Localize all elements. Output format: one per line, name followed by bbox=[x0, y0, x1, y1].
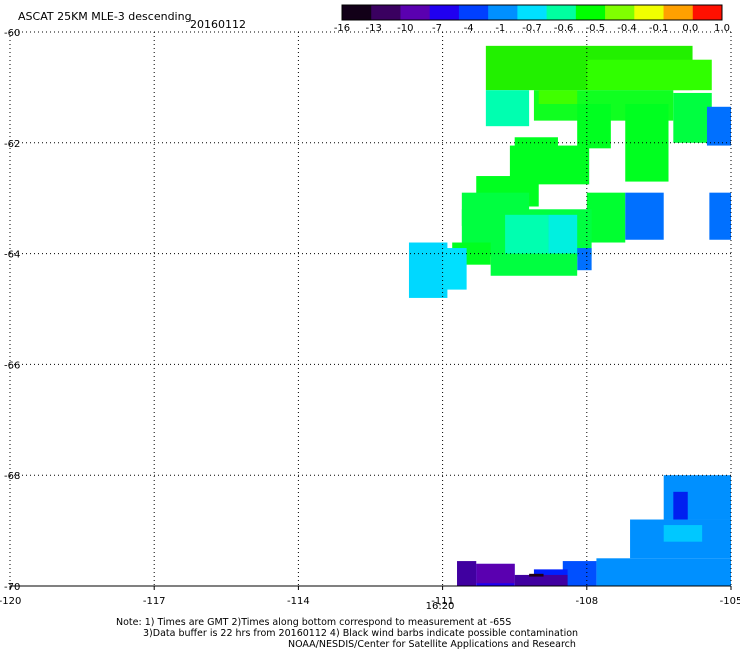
colorbar-segment-11 bbox=[663, 5, 694, 20]
x-tick-label-2: -114 bbox=[287, 596, 310, 607]
data-cell-28 bbox=[663, 525, 703, 542]
colorbar-segment-0 bbox=[342, 5, 372, 20]
y-tick-label-0: -60 bbox=[4, 28, 20, 39]
data-cell-27 bbox=[596, 558, 731, 586]
data-cell-7 bbox=[673, 92, 712, 143]
colorbar-label-3: -7 bbox=[432, 23, 442, 34]
time-label: 16:20 bbox=[426, 601, 455, 612]
data-cell-13 bbox=[586, 192, 626, 243]
grid-lines bbox=[9, 31, 732, 587]
colorbar-label-5: -1 bbox=[495, 23, 505, 34]
y-tick-label-4: -68 bbox=[4, 471, 20, 482]
chart-date: 20160112 bbox=[190, 18, 246, 31]
footer-note-2: 3)Data buffer is 22 hrs from 20160112 4)… bbox=[143, 628, 578, 639]
colorbar-label-10: -0.1 bbox=[649, 23, 669, 34]
colorbar-label-9: -0.4 bbox=[617, 23, 637, 34]
colorbar-segment-10 bbox=[634, 5, 665, 20]
colorbar-label-11: 0.0 bbox=[682, 23, 698, 34]
colorbar-segment-12 bbox=[692, 5, 723, 20]
x-tick-label-5: -105 bbox=[720, 596, 740, 607]
colorbar-segment-7 bbox=[546, 5, 577, 20]
x-tick-label-3: -111 bbox=[431, 596, 454, 607]
data-cell-31 bbox=[457, 561, 477, 586]
y-tick-label-1: -62 bbox=[4, 139, 20, 150]
x-tick-label-4: -108 bbox=[575, 596, 598, 607]
x-tick-label-0: -120 bbox=[0, 596, 21, 607]
data-cell-8 bbox=[706, 106, 731, 146]
y-tick-label-3: -66 bbox=[4, 360, 20, 371]
colorbar-segment-5 bbox=[488, 5, 518, 20]
data-cell-34 bbox=[514, 574, 568, 586]
data-cell-22 bbox=[408, 242, 448, 298]
chart-title: ASCAT 25KM MLE-3 descending bbox=[18, 10, 192, 23]
colorbar-label-1: -13 bbox=[365, 23, 381, 34]
footer-note-1: Note: 1) Times are GMT 2)Times along bot… bbox=[116, 617, 511, 628]
y-tick-label-2: -64 bbox=[4, 250, 20, 261]
plot-area: -120 -117 -114 -111 -108 -105 -60 -62 -64 -66 -68 -… bbox=[0, 28, 740, 607]
colorbar-label-8: -0.5 bbox=[586, 23, 606, 34]
colorbar-label-12: 1.0 bbox=[714, 23, 730, 34]
footer-note-3: NOAA/NESDIS/Center for Satellite Applica… bbox=[288, 639, 576, 650]
colorbar: -16 -13 -10 -7 -4 -1 -0.7 -0.6 -0.5 -0.4 -0.1 0.0 1.… bbox=[334, 4, 730, 34]
data-cell-15 bbox=[709, 192, 731, 240]
data-cell-20 bbox=[490, 253, 578, 276]
data-cell-18 bbox=[548, 214, 578, 254]
data-cell-4 bbox=[538, 90, 578, 105]
colorbar-label-6: -0.7 bbox=[522, 23, 542, 34]
data-cells bbox=[408, 45, 731, 586]
colorbar-segment-4 bbox=[458, 5, 489, 20]
colorbar-segment-9 bbox=[605, 5, 635, 20]
data-cell-29 bbox=[562, 561, 597, 586]
colorbar-label-0: -16 bbox=[334, 23, 350, 34]
data-cell-1 bbox=[586, 59, 712, 91]
data-cell-35 bbox=[529, 573, 544, 577]
colorbar-segment-1 bbox=[371, 5, 401, 20]
data-cell-14 bbox=[625, 192, 664, 240]
colorbar-segment-2 bbox=[400, 5, 431, 20]
colorbar-label-2: -10 bbox=[397, 23, 413, 34]
colorbar-label-7: -0.6 bbox=[554, 23, 574, 34]
data-cell-23 bbox=[442, 248, 467, 290]
data-cell-17 bbox=[505, 214, 549, 257]
x-tick-label-1: -117 bbox=[143, 596, 166, 607]
colorbar-frame bbox=[341, 4, 723, 21]
y-tick-label-5: -70 bbox=[4, 582, 20, 593]
colorbar-segment-3 bbox=[429, 5, 460, 20]
axis-ticks: -120 -117 -114 -111 -108 -105 -60 -62 -64 -66 -68 -… bbox=[0, 28, 740, 607]
colorbar-segment-8 bbox=[575, 5, 606, 20]
data-cell-2 bbox=[485, 90, 530, 127]
data-cell-33 bbox=[476, 563, 515, 584]
colorbar-segment-6 bbox=[517, 5, 548, 20]
colorbar-label-4: -4 bbox=[464, 23, 474, 34]
data-cell-5 bbox=[577, 104, 611, 149]
data-cell-19 bbox=[577, 248, 592, 271]
